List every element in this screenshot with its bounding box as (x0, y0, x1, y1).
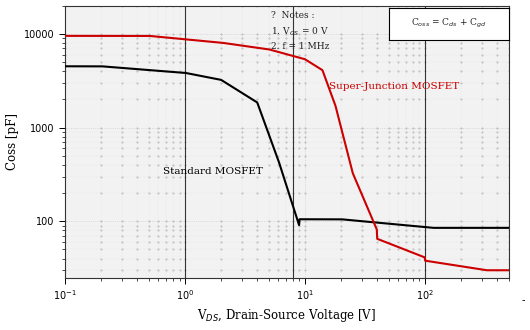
Text: ?  Notes :
1. V$_{GS}$ = 0 V
2. f = 1 MHz: ? Notes : 1. V$_{GS}$ = 0 V 2. f = 1 MHz (271, 11, 330, 51)
X-axis label: V$_{DS}$, Drain-Source Voltage [V]: V$_{DS}$, Drain-Source Voltage [V] (197, 308, 376, 324)
Text: Super-Junction MOSFET: Super-Junction MOSFET (329, 82, 460, 90)
Y-axis label: Coss [pF]: Coss [pF] (5, 113, 19, 170)
Text: -: - (522, 295, 525, 305)
Text: Standard MOSFET: Standard MOSFET (163, 167, 262, 176)
